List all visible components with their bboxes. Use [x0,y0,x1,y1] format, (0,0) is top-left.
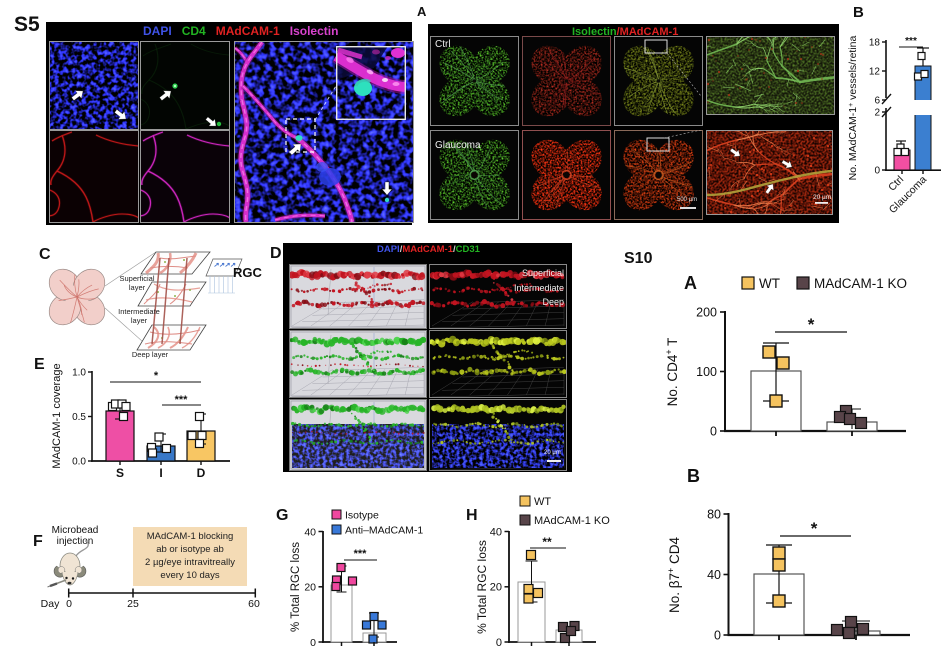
svg-text:***: *** [175,394,189,406]
svg-text:WT: WT [534,496,551,508]
svg-text:18: 18 [869,38,881,49]
svg-text:2: 2 [874,108,880,119]
svg-text:WT: WT [759,276,780,291]
svg-text:RGC: RGC [233,265,263,280]
svg-text:0.5: 0.5 [72,412,86,423]
svg-text:2 µg/eye intravitreally: 2 µg/eye intravitreally [145,557,235,568]
svg-text:0.0: 0.0 [72,457,86,468]
svg-text:0: 0 [710,425,717,439]
svg-text:40: 40 [707,568,721,582]
svg-text:% Total RGC loss: % Total RGC loss [475,540,489,634]
svg-text:80: 80 [707,508,721,522]
svg-text:12: 12 [869,67,881,78]
svg-text:D: D [197,466,206,480]
svg-text:*: * [808,315,815,334]
svg-text:MAdCAM-1 blocking: MAdCAM-1 blocking [147,531,234,542]
svg-text:Day: Day [41,598,60,610]
svg-text:25: 25 [127,598,139,610]
svg-text:S: S [116,466,124,480]
svg-text:**: ** [542,535,552,549]
svg-text:No. CD4+ T: No. CD4+ T [664,338,680,407]
svg-text:6: 6 [874,96,880,107]
svg-text:No. MAdCAM-1+ vessels/retina: No. MAdCAM-1+ vessels/retina [847,35,859,180]
svg-text:60: 60 [248,598,260,610]
svg-text:ab or isotype ab: ab or isotype ab [156,544,224,555]
svg-text:20 µm: 20 µm [813,194,831,201]
svg-text:MAdCAM-1 KO: MAdCAM-1 KO [814,276,907,291]
svg-text:*: * [154,370,159,382]
svg-text:Microbead: Microbead [52,525,99,536]
svg-text:% Total RGC loss: % Total RGC loss [290,542,302,632]
svg-text:200: 200 [696,306,717,320]
svg-text:0: 0 [310,637,316,649]
svg-text:Deep layer: Deep layer [132,350,169,359]
svg-text:Superficial: Superficial [119,274,154,283]
svg-text:0: 0 [66,598,72,610]
svg-text:injection: injection [57,536,94,547]
svg-text:*: * [811,519,818,538]
svg-text:0: 0 [874,166,880,177]
svg-text:***: *** [354,548,368,560]
svg-text:layer: layer [129,283,146,292]
svg-text:20: 20 [490,582,502,594]
svg-text:No. β7+ CD4: No. β7+ CD4 [666,536,682,613]
svg-text:I: I [159,466,162,480]
svg-text:layer: layer [131,316,148,325]
svg-text:***: *** [905,36,917,47]
svg-text:0: 0 [496,637,502,649]
svg-text:40: 40 [490,526,502,538]
svg-text:0: 0 [714,629,721,643]
svg-text:B: B [687,466,700,486]
svg-text:Isotype: Isotype [345,510,379,522]
svg-text:100: 100 [696,365,717,379]
svg-text:MAdCAM-1 coverage: MAdCAM-1 coverage [51,363,63,468]
svg-text:Anti–MAdCAM-1: Anti–MAdCAM-1 [345,525,423,537]
svg-text:MAdCAM-1 KO: MAdCAM-1 KO [534,515,610,527]
svg-text:Intermediate: Intermediate [118,307,160,316]
svg-text:1.0: 1.0 [72,368,86,379]
svg-text:20: 20 [304,582,316,594]
svg-text:every 10 days: every 10 days [160,570,219,581]
svg-text:A: A [684,273,697,293]
svg-text:40: 40 [304,526,316,538]
